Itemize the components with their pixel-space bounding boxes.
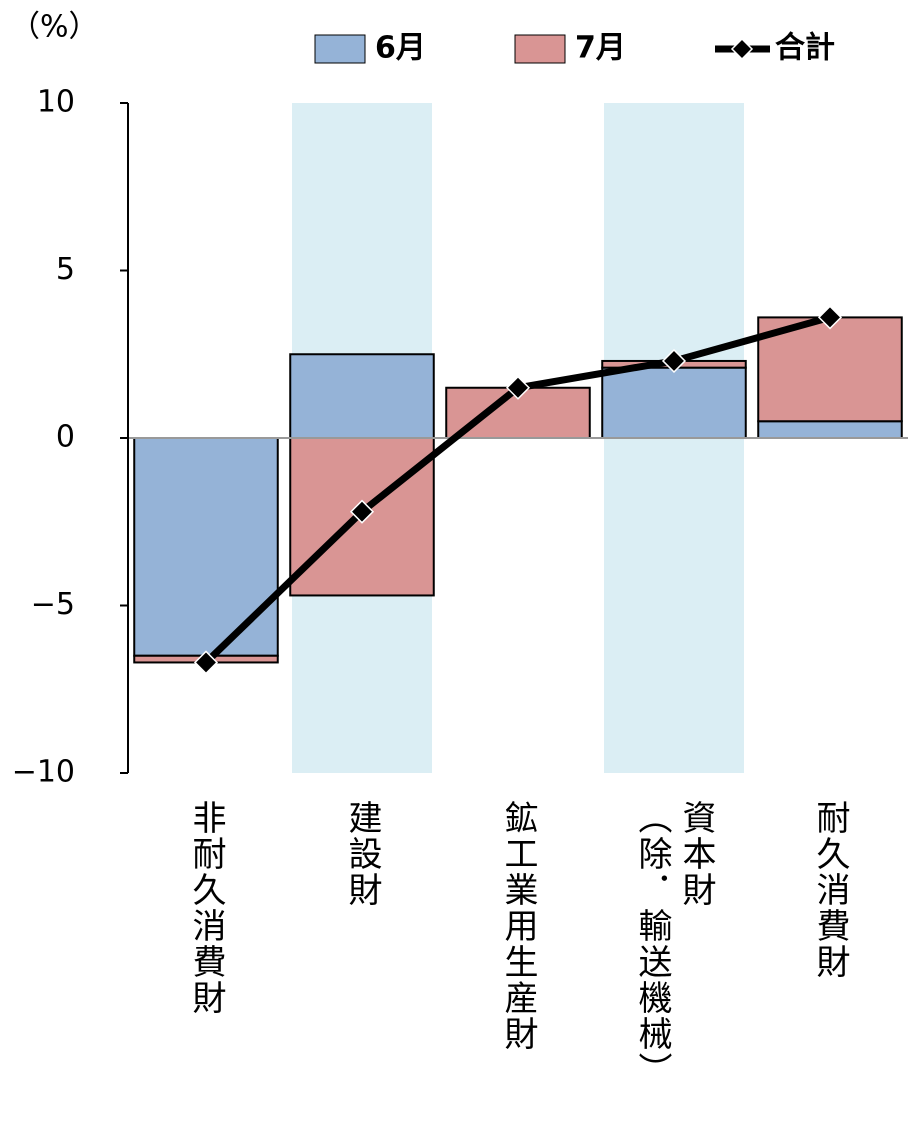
legend-marker — [730, 37, 754, 61]
y-unit: （%） — [10, 10, 99, 45]
y-tick-label: 5 — [56, 252, 75, 287]
legend-label: 6月 — [375, 31, 426, 66]
legend-label: 7月 — [575, 31, 626, 66]
x-tick-label: 資本財 （除．輸送機械） — [632, 800, 716, 1088]
total-marker — [193, 650, 219, 675]
y-tick-label: 0 — [56, 420, 75, 455]
total-marker — [349, 499, 375, 524]
total-marker — [505, 375, 531, 400]
total-marker — [817, 305, 843, 330]
legend-swatch — [514, 34, 566, 64]
x-tick-label: 建設財 — [342, 800, 382, 908]
bar — [133, 437, 279, 657]
y-tick-label: −10 — [12, 755, 75, 790]
x-tick-label: 鉱工業用生産財 — [498, 800, 538, 1052]
x-tick-label: 非耐久消費財 — [186, 800, 226, 1016]
legend-swatch — [314, 34, 366, 64]
bar — [289, 353, 435, 439]
y-tick-label: −5 — [31, 587, 75, 622]
bar — [601, 366, 747, 439]
total-marker — [661, 348, 687, 374]
y-tick-label: 10 — [37, 85, 75, 120]
bar — [757, 420, 903, 439]
legend-label: 合計 — [775, 31, 835, 66]
x-tick-label: 耐久消費財 — [810, 800, 850, 980]
